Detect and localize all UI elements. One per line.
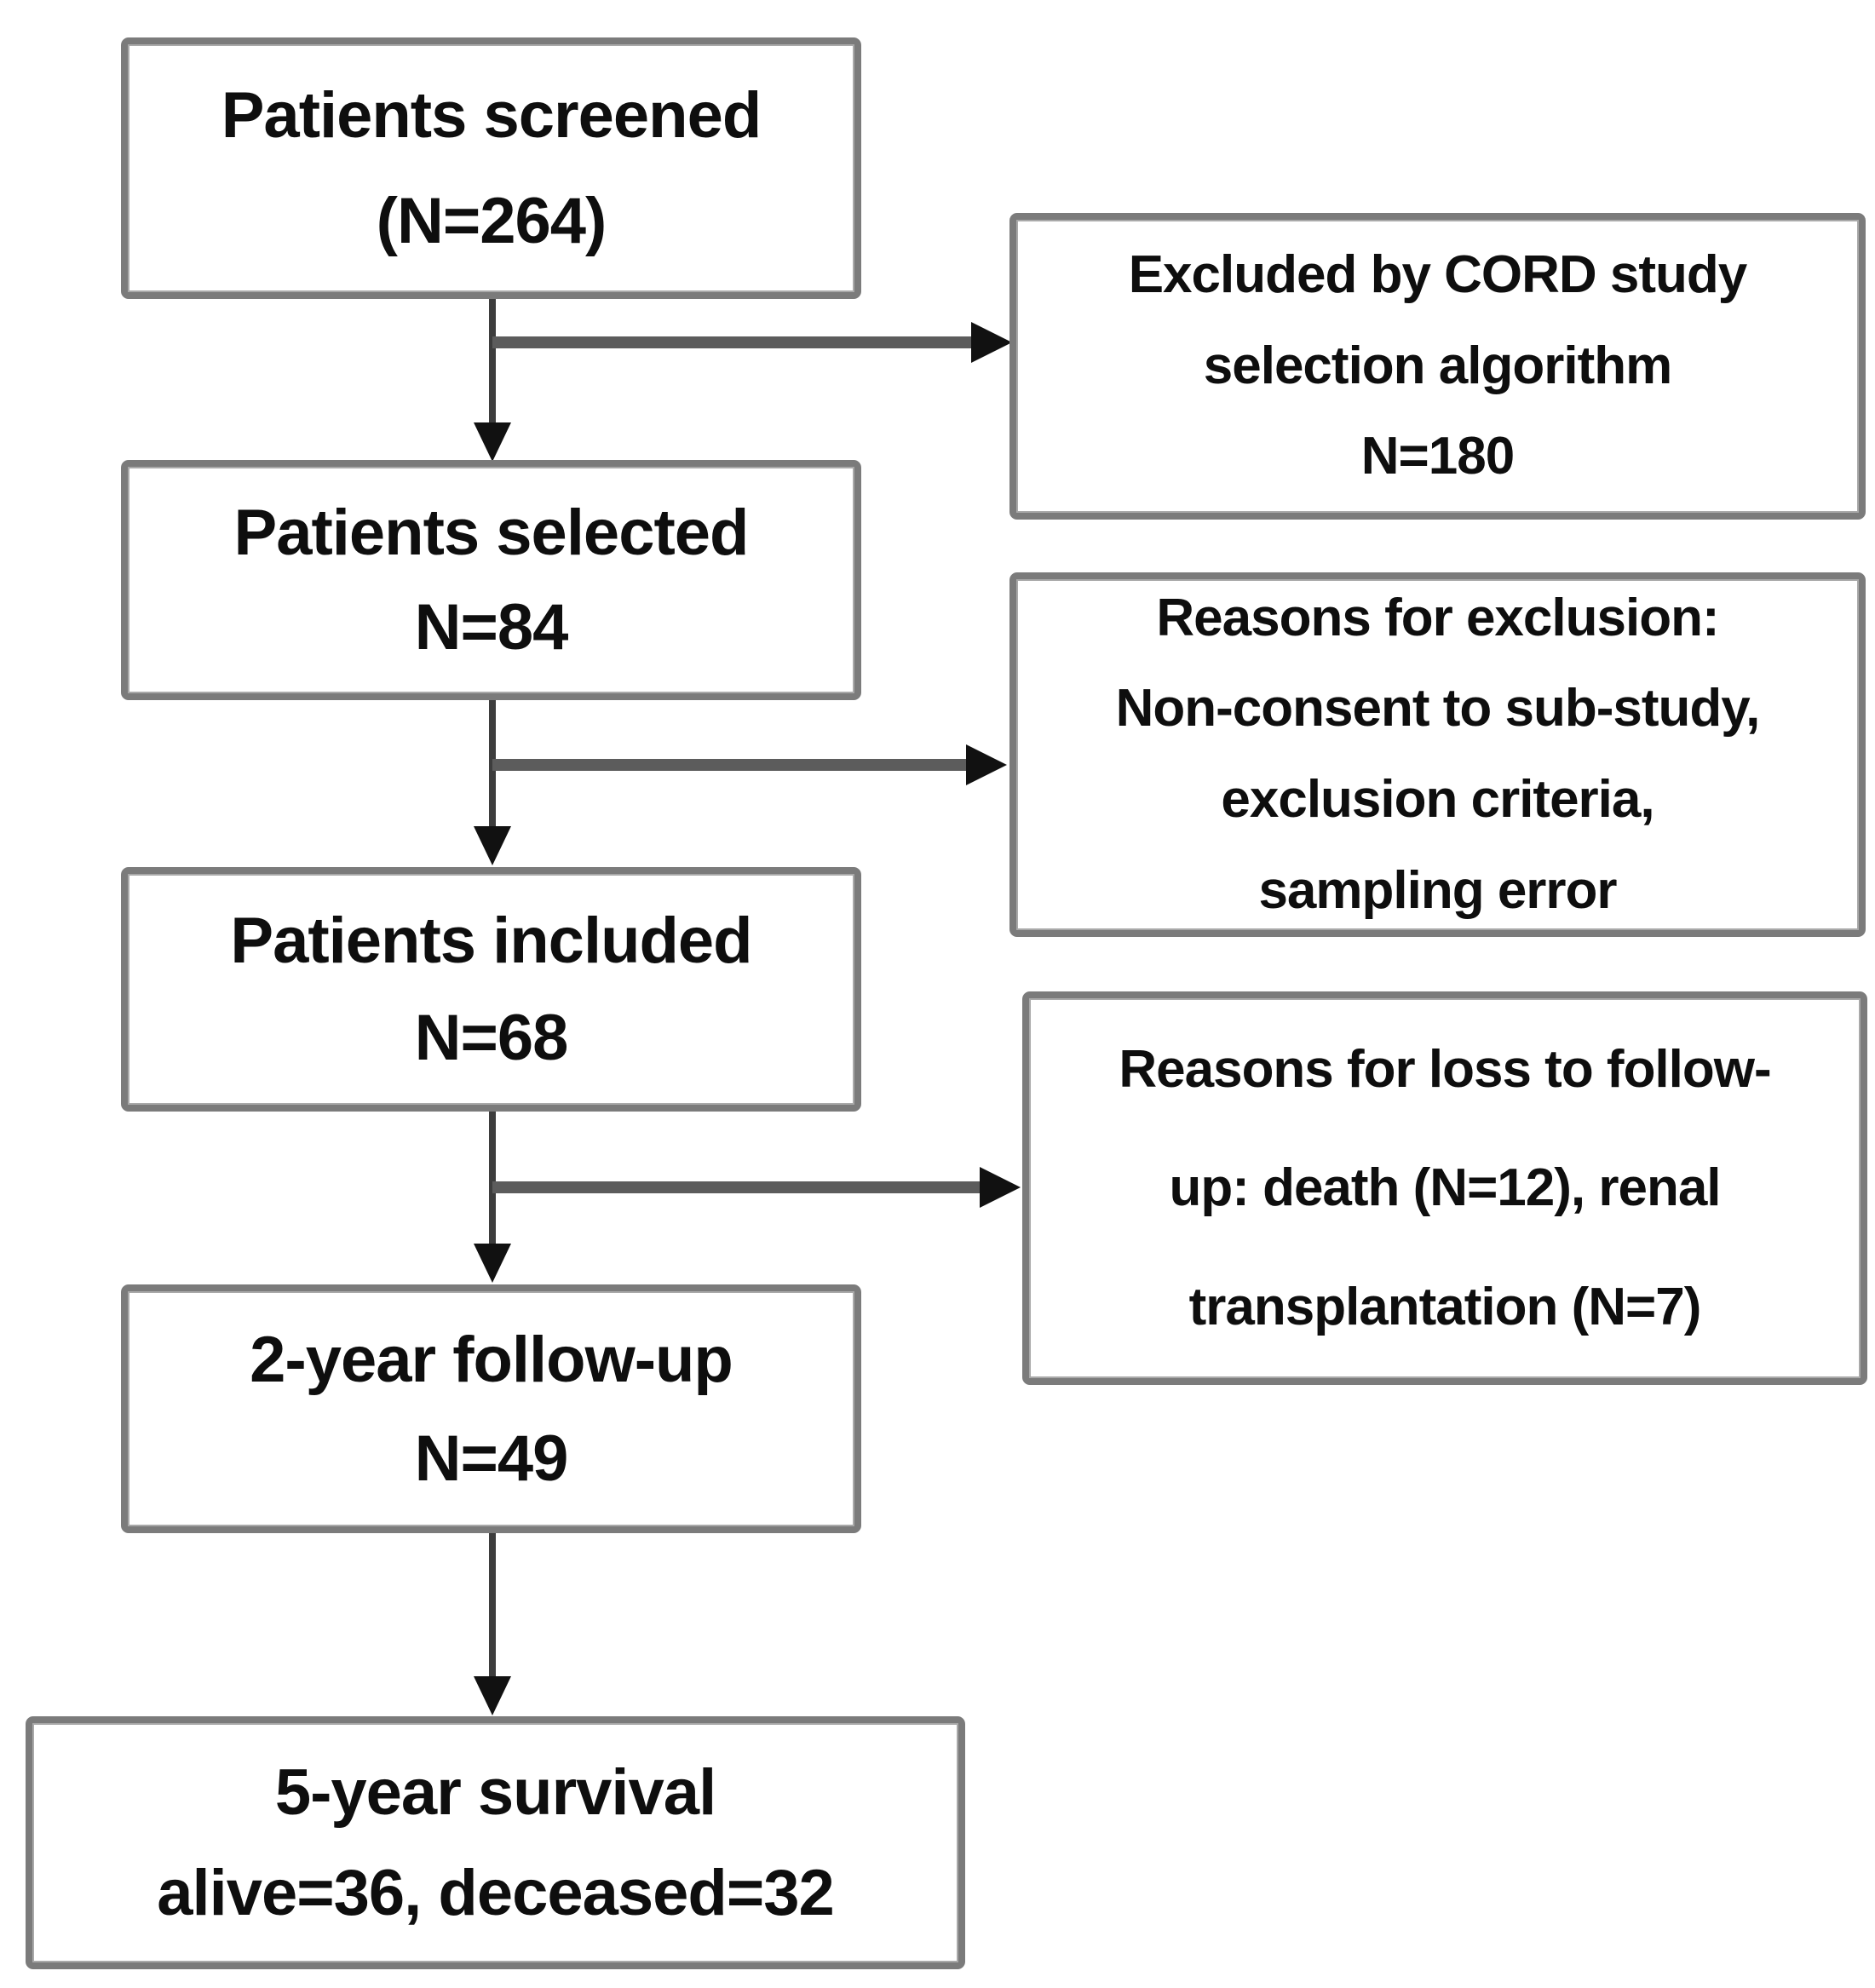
node-line: Patients included — [230, 905, 752, 978]
arrowhead-down-4 — [474, 1676, 511, 1715]
node-line: 5-year survival — [274, 1755, 716, 1829]
node-line: (N=264) — [376, 184, 607, 257]
arrowhead-down-3 — [474, 1244, 511, 1283]
note-line: exclusion criteria, — [1221, 770, 1654, 829]
note-line: N=180 — [1360, 427, 1515, 486]
arrowhead-right-2 — [966, 744, 1007, 785]
arrowhead-down-2 — [474, 826, 511, 865]
note-line: up: death (N=12), renal — [1169, 1158, 1721, 1218]
node-line: Patients selected — [233, 497, 750, 569]
note-reasons-for-exclusion: Reasons for exclusion: Non-consent to su… — [1009, 572, 1866, 937]
node-line: N=84 — [414, 591, 569, 664]
note-excluded-by-cord-study: Excluded by CORD study selection algorit… — [1009, 213, 1866, 520]
node-patients-screened: Patients screened (N=264) — [121, 37, 861, 299]
note-line: selection algorithm — [1203, 336, 1672, 395]
note-reasons-loss-to-follow-up: Reasons for loss to follow- up: death (N… — [1022, 991, 1867, 1385]
arrowhead-right-1 — [971, 322, 1012, 363]
note-line: Reasons for exclusion: — [1156, 588, 1719, 647]
node-line: Patients screened — [221, 79, 762, 152]
note-line: Reasons for loss to follow- — [1119, 1039, 1771, 1099]
note-line: Excluded by CORD study — [1128, 245, 1748, 305]
node-patients-included: Patients included N=68 — [121, 867, 861, 1112]
note-line: sampling error — [1258, 860, 1617, 920]
arrowhead-right-3 — [980, 1167, 1021, 1208]
note-line: Non-consent to sub-study, — [1115, 679, 1761, 738]
node-line: N=49 — [414, 1422, 569, 1495]
node-line: N=68 — [414, 1001, 569, 1074]
note-line: transplantation (N=7) — [1188, 1277, 1702, 1336]
node-5-year-survival: 5-year survival alive=36, deceased=32 — [26, 1716, 965, 1969]
node-line: alive=36, deceased=32 — [157, 1857, 835, 1930]
node-patients-selected: Patients selected N=84 — [121, 460, 861, 700]
arrowhead-down-1 — [474, 422, 511, 462]
node-line: 2-year follow-up — [250, 1323, 733, 1396]
node-2-year-follow-up: 2-year follow-up N=49 — [121, 1284, 861, 1533]
